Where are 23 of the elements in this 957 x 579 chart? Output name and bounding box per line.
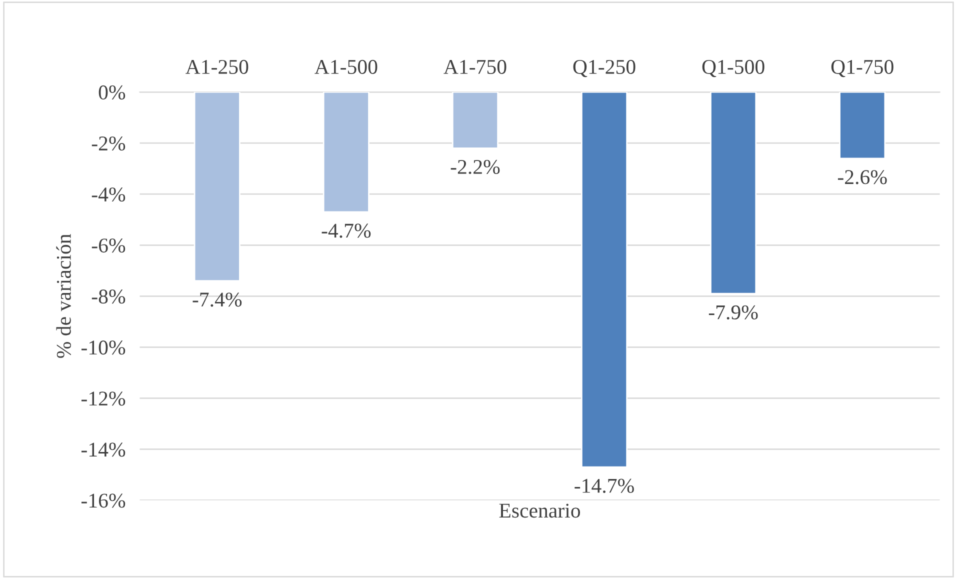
- y-tick-label: -4%: [92, 187, 126, 202]
- data-label: -7.9%: [708, 305, 758, 320]
- y-tick-label: -12%: [81, 392, 126, 406]
- y-tick-label: -2%: [92, 136, 126, 151]
- x-tick-label: A1-750: [444, 60, 506, 74]
- data-label: -7.4%: [192, 292, 242, 307]
- x-tick-label: A1-250: [186, 60, 248, 74]
- data-label: -2.6%: [838, 170, 887, 184]
- y-tick-label: -6%: [92, 238, 126, 253]
- x-tick-label: A1-500: [314, 60, 378, 74]
- y-axis-title: % de variación: [56, 234, 71, 358]
- x-tick-label: Q1-750: [831, 60, 894, 78]
- x-tick-label: Q1-250: [573, 60, 636, 78]
- x-tick-label: Q1-500: [702, 60, 764, 78]
- y-tick-label: -16%: [81, 494, 126, 508]
- data-label: -14.7%: [574, 478, 634, 493]
- y-tick-label: -14%: [81, 442, 126, 457]
- y-tick-label: 0%: [98, 85, 126, 100]
- y-tick-label: -8%: [92, 290, 126, 304]
- y-tick-label: -10%: [81, 340, 126, 355]
- data-label: -4.7%: [322, 224, 371, 238]
- x-axis-title: Escenario: [499, 504, 580, 518]
- data-label: -2.2%: [450, 160, 500, 174]
